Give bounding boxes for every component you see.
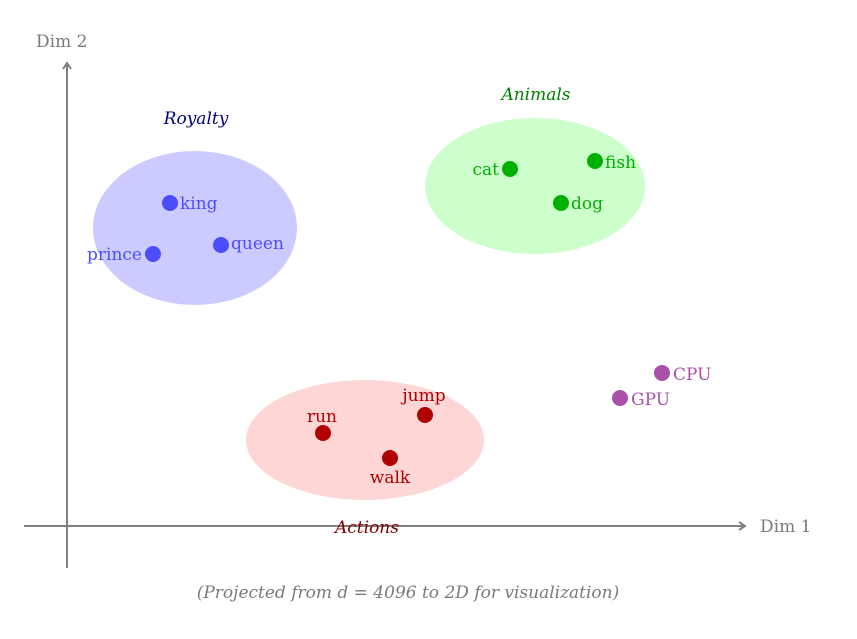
animals-cluster-title: Animals — [499, 85, 570, 105]
walk-point — [382, 450, 398, 466]
queen-label: queen — [231, 234, 284, 254]
animals-cluster-region — [425, 118, 645, 254]
walk-label: walk — [370, 468, 411, 488]
cpu-label: CPU — [673, 365, 711, 385]
fish-label: fish — [605, 153, 636, 173]
actions-cluster-title: Actions — [333, 518, 399, 538]
dog-label: dog — [571, 194, 603, 214]
prince-point — [145, 246, 161, 262]
fish-point — [587, 153, 603, 169]
gpu-point — [612, 390, 628, 406]
king-point — [162, 195, 178, 211]
queen-point — [213, 237, 229, 253]
cpu-point — [654, 365, 670, 381]
royalty-cluster-region — [93, 151, 297, 305]
royalty-cluster-title: Royalty — [163, 109, 229, 129]
cat-label: cat — [473, 160, 500, 180]
actions-cluster-region — [246, 380, 484, 500]
gpu-label: GPU — [631, 390, 670, 410]
prince-label: prince — [87, 245, 142, 265]
king-label: king — [180, 194, 218, 214]
run-point — [315, 425, 331, 441]
jump-point — [417, 407, 433, 423]
projection-caption: (Projected from d = 4096 to 2D for visua… — [197, 583, 620, 603]
x-axis-label: Dim 1 — [760, 517, 811, 537]
jump-label: jump — [400, 386, 445, 406]
run-label: run — [307, 407, 337, 427]
cat-point — [502, 161, 518, 177]
y-axis-label: Dim 2 — [36, 32, 87, 52]
dog-point — [553, 195, 569, 211]
